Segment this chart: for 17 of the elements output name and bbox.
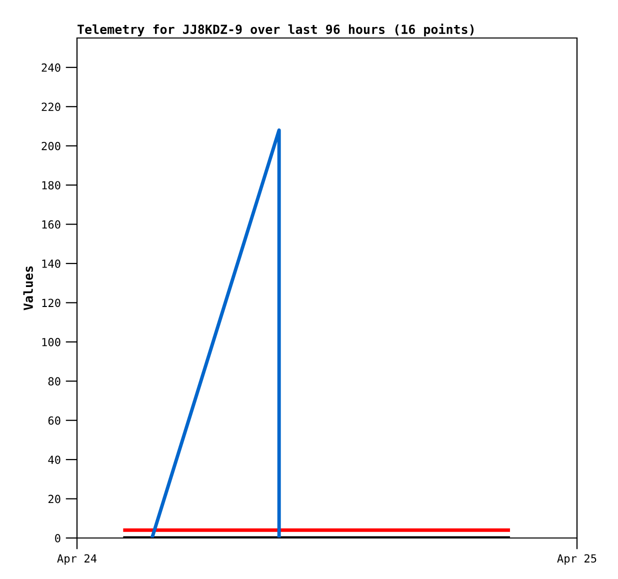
y-tick-label: 20	[48, 494, 60, 504]
y-tick-label: 100	[42, 338, 60, 346]
y-tick-label: 80	[48, 377, 60, 386]
y-tick-label: 200	[42, 142, 60, 150]
y-tick-label: 60	[48, 416, 60, 425]
x-tick-label: Apr 24	[57, 554, 97, 565]
y-tick-label: 180	[42, 181, 60, 190]
y-tick-label: 140	[42, 259, 60, 268]
y-tick-label: 240	[42, 63, 60, 72]
y-axis-title: Values	[23, 266, 33, 310]
y-tick-label: 160	[42, 220, 60, 229]
y-tick-label: 0	[55, 534, 60, 542]
chart-title: Telemetry for JJ8KDZ-9 over last 96 hours (16 points)	[78, 24, 474, 36]
y-tick-label: 120	[42, 298, 60, 308]
x-tick-label: Apr 25	[557, 554, 596, 565]
y-tick-label: 220	[42, 102, 60, 112]
y-tick-label: 40	[48, 456, 60, 464]
